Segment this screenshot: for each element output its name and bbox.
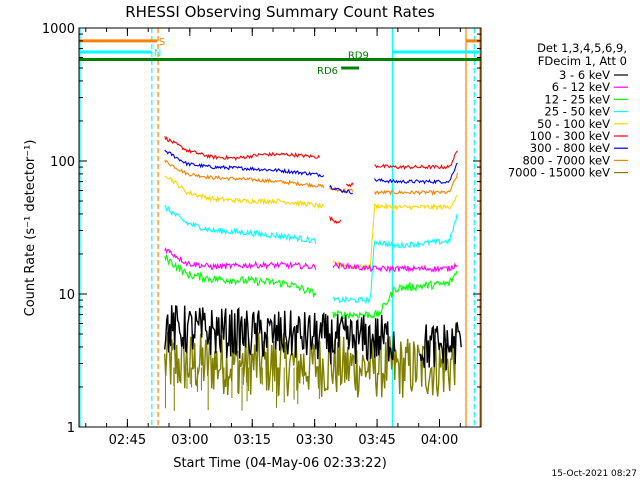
x-tick-label-1: 03:00: [171, 433, 208, 448]
legend-header-line1: Det 1,3,4,5,6,9,: [537, 41, 627, 55]
legend-label-8: 7000 - 15000 keV: [508, 166, 610, 180]
series-line-5-seg-3: [374, 150, 458, 170]
flag-label-5: RD6: [317, 66, 338, 77]
series-line-6-seg-2: [374, 162, 458, 185]
y-tick-label-2: 100: [50, 155, 75, 170]
series-line-3-seg-1: [332, 214, 458, 305]
x-tick-label-0: 02:45: [109, 433, 146, 448]
series-line-2-seg-0: [164, 254, 317, 298]
series-line-5-seg-0: [164, 136, 321, 161]
series-line-6-seg-1: [329, 184, 354, 195]
legend-label-0: 3 - 6 keV: [559, 68, 610, 82]
chart-title: RHESSI Observing Summary Count Rates: [125, 3, 435, 21]
y-tick-label-1: 10: [58, 288, 75, 303]
x-tick-label-3: 03:30: [296, 433, 333, 448]
y-tick-label-0: 1: [67, 421, 75, 436]
x-tick-label-4: 03:45: [358, 433, 395, 448]
flag-bars: SN RD9 RD6: [79, 37, 481, 77]
y-tick-label-3: 1000: [42, 22, 75, 37]
flag-label-1: N: [154, 48, 161, 59]
legend-label-3: 25 - 50 keV: [544, 105, 610, 119]
x-axis: 02:45 03:00 03:15 03:30 03:45 04:00: [85, 28, 461, 448]
series-line-0-seg-0: [164, 305, 396, 365]
legend-label-4: 50 - 100 keV: [537, 117, 610, 131]
legend-label-7: 800 - 7000 keV: [522, 153, 610, 167]
series-line-2-seg-1: [332, 270, 458, 320]
legend-label-6: 300 - 800 keV: [530, 141, 610, 155]
legend-label-5: 100 - 300 keV: [530, 129, 610, 143]
series-line-1-seg-1: [332, 261, 458, 274]
x-axis-label: Start Time (04-May-06 02:33:22): [173, 456, 387, 471]
series-line-0-seg-1: [419, 322, 462, 371]
x-tick-label-2: 03:15: [234, 433, 271, 448]
legend: Det 1,3,4,5,6,9, FDecim 1, Att 0 3 - 6 k…: [508, 41, 628, 180]
series-line-5-seg-1: [329, 216, 342, 224]
series-line-7-seg-2: [373, 172, 459, 197]
series-line-6-seg-0: [164, 149, 325, 178]
series-group: [164, 136, 462, 411]
flag-label-4: RD9: [348, 50, 369, 61]
series-line-3-seg-0: [164, 204, 317, 244]
render-timestamp: 15-Oct-2021 08:27: [552, 469, 637, 479]
plot-frame: [78, 27, 482, 428]
legend-header-line2: FDecim 1, Att 0: [538, 54, 627, 68]
legend-label-2: 12 - 25 keV: [544, 92, 610, 106]
legend-label-1: 6 - 12 keV: [552, 80, 610, 94]
y-axis-label: Count Rate (s⁻¹ detector⁻¹): [23, 140, 38, 317]
flag-label-0: S: [159, 37, 165, 48]
series-line-5-seg-2: [346, 182, 354, 188]
series-line-1-seg-0: [164, 247, 317, 271]
x-tick-label-5: 04:00: [421, 433, 458, 448]
series-line-7-seg-0: [164, 159, 325, 189]
series-line-4-seg-0: [164, 175, 324, 210]
y-axis: 1 10 100 1000: [42, 22, 481, 436]
series-line-4-seg-1: [332, 194, 458, 270]
